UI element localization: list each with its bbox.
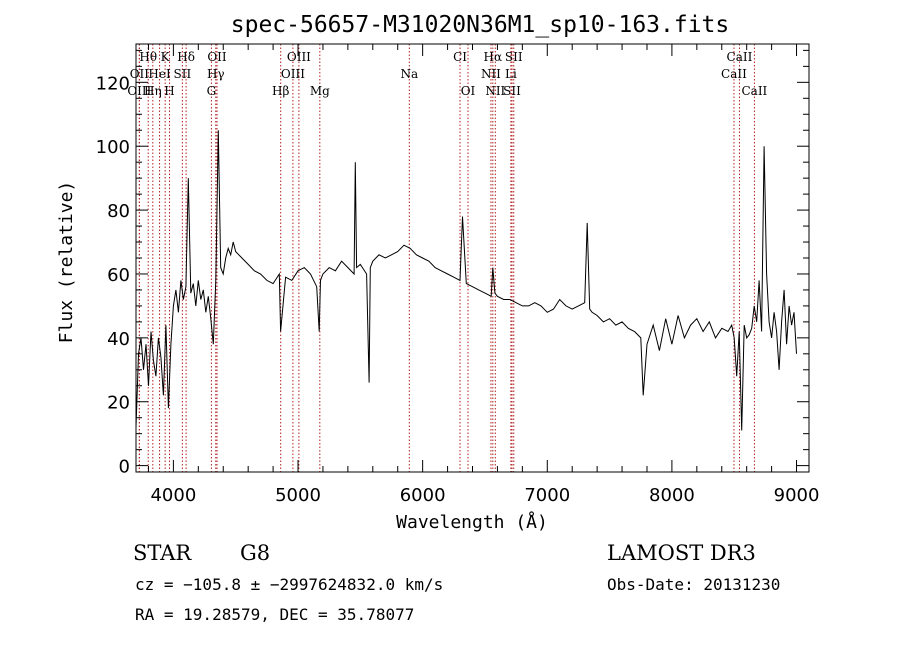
y-tick-label: 80	[107, 201, 130, 222]
spectral-line-label: OIII	[127, 84, 151, 98]
spectral-line-label: Hθ	[139, 50, 157, 64]
coordinates: RA = 19.28579, DEC = 35.78077	[135, 605, 414, 624]
spectral-line-label: K	[161, 50, 171, 64]
spectral-line-label: Hδ	[177, 50, 195, 64]
spectral-line-label: OII	[207, 50, 227, 64]
spectral-line-label: SII	[503, 84, 521, 98]
spectral-line-label: NII	[485, 84, 505, 98]
spectral-line-label: CaII	[721, 67, 747, 81]
chart-title: spec-56657-M31020N36M1_sp10-163.fits	[231, 12, 730, 38]
spectral-line-label: OIII	[281, 67, 305, 81]
spectral-line-label: CaII	[727, 50, 753, 64]
spectral-line-label: Na	[400, 67, 418, 81]
y-tick-label: 40	[107, 329, 130, 350]
x-tick-label: 8000	[649, 485, 695, 506]
x-tick-label: 6000	[400, 485, 446, 506]
x-tick-label: 7000	[524, 485, 570, 506]
spectral-line-label: Mg	[310, 84, 330, 98]
object-class: STAR	[133, 541, 192, 565]
y-axis-label: Flux (relative)	[56, 181, 77, 344]
redshift-info: cz = −105.8 ± −2997624832.0 km/s	[135, 575, 443, 594]
spectral-line-label: Hη	[144, 84, 162, 98]
y-tick-label: 100	[96, 137, 130, 158]
spectral-line-label: Hα	[484, 50, 503, 64]
spectral-line-label: SII	[174, 67, 192, 81]
spectral-line-label: Hβ	[272, 84, 289, 98]
y-tick-label: 0	[119, 457, 130, 478]
spectrum-line	[135, 130, 797, 431]
obs-date: Obs-Date: 20131230	[607, 575, 780, 594]
spectral-line-label: Hγ	[207, 67, 225, 81]
spectral-line-label: OIII	[287, 50, 311, 64]
survey-name: LAMOST DR3	[607, 541, 756, 565]
y-axis-ticks: 0 20 40 60 80 100 120	[96, 49, 809, 478]
y-tick-label: 120	[96, 73, 130, 94]
spectral-line-label: H	[164, 84, 174, 98]
spectral-line-label: CaII	[741, 84, 767, 98]
y-tick-label: 60	[107, 265, 130, 286]
spectral-line-label: Li	[505, 67, 517, 81]
spectral-line-markers	[138, 44, 755, 472]
object-subclass: G8	[240, 541, 270, 565]
plot-frame	[135, 43, 810, 473]
spectral-line-label: OII	[130, 67, 150, 81]
x-tick-label: 4000	[150, 485, 196, 506]
spectral-line-label: HeI	[148, 67, 171, 81]
x-axis-ticks: 4000 5000 6000 7000 8000 9000	[147, 44, 820, 506]
y-tick-label: 20	[107, 393, 130, 414]
x-tick-label: 5000	[275, 485, 321, 506]
x-tick-label: 9000	[774, 485, 820, 506]
spectral-line-label: CI	[453, 50, 467, 64]
spectral-line-label: NII	[481, 67, 501, 81]
spectral-line-label: SII	[505, 50, 523, 64]
spectral-line-label: G	[207, 84, 217, 98]
x-axis-label: Wavelength (Å)	[396, 511, 548, 533]
spectral-line-label: OI	[461, 84, 476, 98]
